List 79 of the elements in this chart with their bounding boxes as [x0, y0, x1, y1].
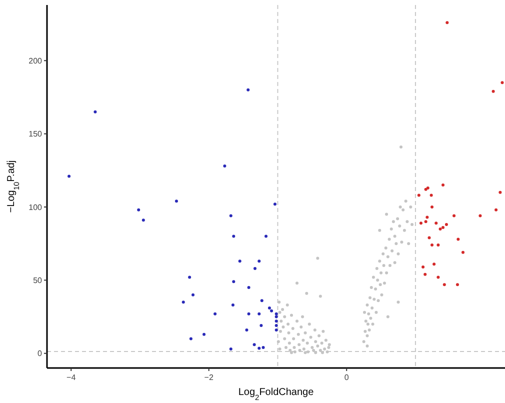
point — [229, 214, 232, 218]
point — [461, 250, 464, 254]
point — [260, 299, 264, 302]
point — [246, 88, 250, 92]
point — [252, 343, 256, 346]
point — [274, 324, 278, 328]
point — [446, 21, 449, 24]
point — [245, 328, 248, 332]
point — [434, 222, 438, 225]
point — [438, 227, 442, 230]
point — [430, 244, 434, 247]
point — [444, 223, 448, 226]
point — [182, 300, 185, 304]
point — [229, 347, 232, 350]
point — [232, 280, 236, 284]
point — [492, 90, 495, 93]
point — [258, 312, 261, 316]
x-tick-label: −4 — [66, 373, 76, 382]
point — [436, 244, 440, 247]
point — [442, 283, 446, 286]
point — [232, 234, 236, 238]
y-tick-label: 50 — [33, 276, 43, 285]
point — [419, 222, 422, 225]
point — [137, 208, 140, 212]
point — [456, 283, 459, 286]
point — [238, 260, 242, 263]
point — [253, 266, 256, 270]
point — [452, 214, 456, 218]
point — [436, 276, 440, 279]
point — [424, 272, 427, 276]
point — [142, 218, 145, 222]
y-tick-label: 200 — [28, 56, 43, 66]
point — [426, 216, 429, 219]
point — [192, 293, 195, 296]
point — [494, 208, 498, 212]
point — [442, 226, 445, 229]
point — [94, 110, 97, 114]
point — [274, 328, 278, 332]
point — [270, 309, 274, 312]
point — [258, 260, 261, 263]
point — [264, 234, 268, 238]
x-tick-label: −2 — [204, 373, 214, 382]
point — [202, 332, 206, 336]
point — [422, 266, 425, 269]
point — [424, 188, 428, 191]
y-tick-label: 0 — [38, 349, 43, 358]
point — [432, 262, 436, 266]
point — [188, 276, 192, 279]
y-tick-label: 100 — [28, 202, 43, 212]
y-tick-label: 150 — [28, 130, 43, 139]
point — [478, 214, 482, 218]
point — [68, 174, 71, 178]
x-axis-title: Log$_{2}$FoldChange — [238, 387, 314, 402]
point — [498, 190, 502, 194]
point — [268, 306, 271, 310]
point — [426, 186, 430, 190]
point — [274, 320, 278, 323]
point — [258, 346, 261, 350]
point — [214, 312, 217, 316]
point — [417, 194, 420, 197]
point — [189, 337, 192, 340]
point — [456, 238, 460, 241]
point — [260, 324, 263, 328]
point — [430, 205, 434, 208]
point — [231, 304, 234, 307]
point — [262, 346, 265, 350]
point — [174, 200, 178, 203]
point — [247, 286, 250, 289]
point — [274, 312, 278, 316]
point — [223, 164, 226, 168]
point — [430, 194, 433, 197]
point — [442, 184, 445, 187]
point — [500, 81, 504, 84]
point — [273, 202, 276, 206]
point — [428, 236, 431, 240]
point — [247, 312, 250, 316]
point — [424, 220, 428, 224]
x-tick-label: 0 — [344, 373, 350, 382]
point — [274, 315, 278, 318]
